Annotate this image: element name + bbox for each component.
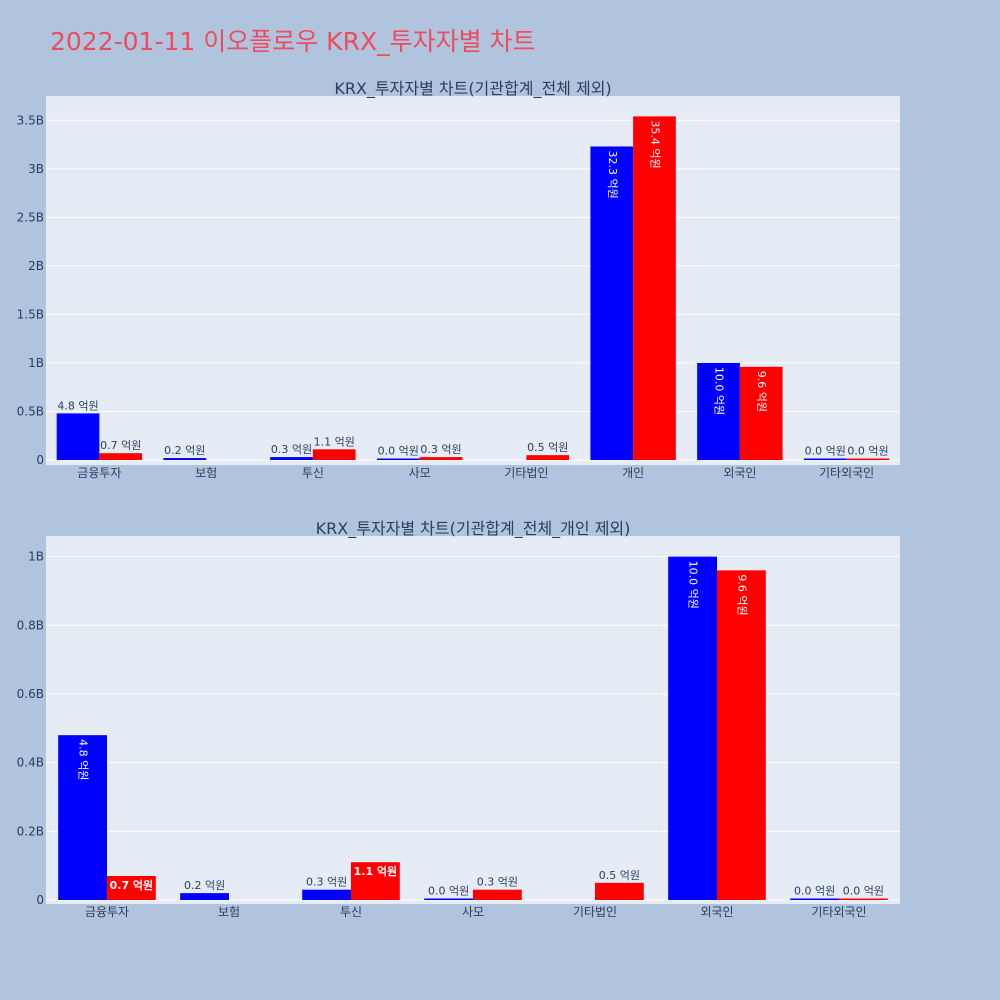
bar [717,570,766,900]
data-label: 9.6 억원 [735,574,748,615]
y-tick-label: 1.5B [17,307,44,321]
x-tick-label: 외국인 [723,466,756,480]
data-label: 10.0 억원 [713,367,726,415]
x-tick-label: 사모 [409,466,431,480]
data-label: 32.3 억원 [606,150,619,198]
x-tick-label: 보험 [195,466,217,480]
page-title: 2022-01-11 이오플로우 KRX_투자자별 차트 [50,27,536,56]
bar [376,458,420,460]
y-tick-label: 0.6B [17,687,44,701]
bar [56,413,100,460]
y-tick-label: 3B [28,162,44,176]
bar [668,556,717,900]
bar [846,458,890,460]
data-label: 0.0 억원 [378,445,419,458]
bar [302,889,351,900]
bar [180,893,229,900]
bar [739,366,783,460]
y-tick-label: 3.5B [17,113,44,127]
y-tick-label: 1B [28,356,44,370]
data-label: 0.3 억원 [271,443,312,456]
bar [803,458,847,460]
bar [633,116,676,460]
data-label: 0.0 억원 [428,885,469,898]
data-label: 0.5 억원 [527,441,568,454]
bar [424,898,473,900]
data-label: 35.4 억원 [648,120,661,168]
x-tick-label: 기타외국인 [819,466,874,480]
data-label: 0.3 억원 [306,876,347,889]
bar [99,453,143,460]
chart-2: 0 0.2B 0.4B 0.6B 0.8B 1B KRX_투자자별 차트(기관합계_전체_개… [17,519,900,919]
bar [839,898,888,900]
data-label: 0.0 억원 [843,885,884,898]
data-label: 4.8 억원 [77,739,90,780]
bar [590,146,634,460]
y-tick-label: 0.2B [17,824,44,838]
bar [595,882,644,900]
chart-title: KRX_투자자별 차트(기관합계_전체_개인 제외) [316,519,631,539]
data-label: 1.1 억원 [354,864,398,878]
x-tick-label: 기타외국인 [811,905,866,919]
x-tick-label: 보험 [218,905,240,919]
plot-area [46,536,900,904]
x-tick-label: 투신 [340,905,362,919]
data-label: 0.0 억원 [794,885,835,898]
data-label: 0.7 억원 [110,878,154,892]
y-tick-label: 0 [36,893,44,907]
data-label: 4.8 억원 [57,399,98,412]
y-tick-label: 0 [36,453,44,467]
bar [351,862,400,900]
y-tick-label: 2.5B [17,210,44,224]
x-tick-label: 투신 [302,466,324,480]
bar [163,458,207,460]
chart-title: KRX_투자자별 차트(기관합계_전체 제외) [334,79,611,99]
bar [697,362,740,460]
x-tick-label: 금융투자 [85,905,129,919]
x-tick-label: 외국인 [700,905,733,919]
y-tick-label: 0.8B [17,618,44,632]
bar [58,735,107,900]
data-label: 1.1 억원 [314,435,355,448]
chart-1: 0 0.5B 1B 1.5B 2B 2.5B 3B 3.5B KRX_투자자별 차트(기관합계_… [17,79,900,480]
x-tick-label: 기타법인 [573,905,617,919]
bar [419,457,463,460]
x-tick-label: 기타법인 [504,466,548,480]
y-tick-label: 0.5B [17,404,44,418]
data-label: 0.3 억원 [420,443,461,456]
data-label: 0.2 억원 [184,879,225,892]
data-label: 0.3 억원 [477,876,518,889]
bar [107,875,156,900]
y-tick-label: 2B [28,259,44,273]
data-label: 10.0 억원 [687,561,700,609]
bar [526,455,570,460]
bar [473,889,522,900]
x-tick-label: 사모 [462,905,484,919]
bar [790,898,839,900]
data-label: 0.7 억원 [100,439,141,452]
data-label: 9.6 억원 [755,371,768,412]
data-label: 0.2 억원 [164,444,205,457]
data-label: 0.5 억원 [599,869,640,882]
y-tick-label: 1B [28,550,44,564]
y-tick-label: 0.4B [17,756,44,770]
x-tick-label: 금융투자 [77,466,121,480]
data-label: 0.0 억원 [805,445,846,458]
x-tick-label: 개인 [622,466,644,480]
bar [312,449,356,460]
bar [270,457,313,460]
data-label: 0.0 억원 [847,445,888,458]
